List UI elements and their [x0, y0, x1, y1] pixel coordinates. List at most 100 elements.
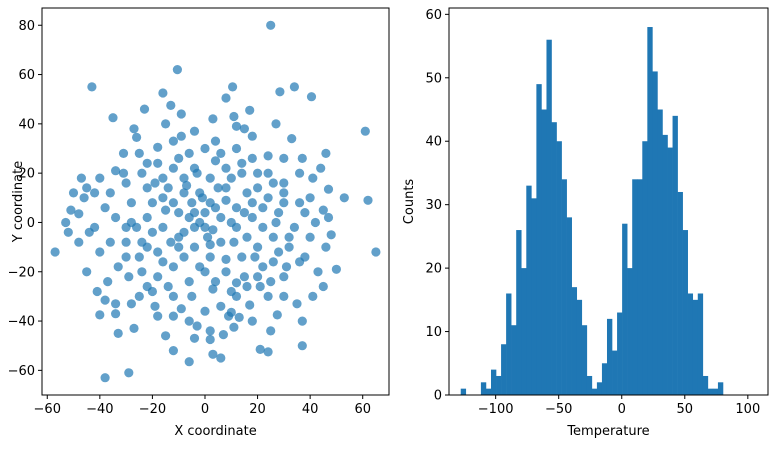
scatter-point [306, 92, 317, 102]
histogram-bar [536, 84, 542, 395]
histogram-y-tick-label: 50 [425, 71, 442, 86]
scatter-point [237, 252, 247, 262]
scatter-point [297, 341, 307, 351]
scatter-point [189, 126, 200, 136]
scatter-point [363, 195, 373, 205]
scatter-point [168, 262, 178, 272]
scatter-point [284, 242, 294, 252]
scatter-point [266, 20, 276, 30]
scatter-y-ticks: −60 −40 −20 0 20 40 60 80 [8, 19, 42, 379]
scatter-point [147, 286, 157, 297]
scatter-point [216, 148, 226, 158]
scatter-point [111, 299, 121, 309]
scatter-point [274, 247, 284, 257]
scatter-point [255, 281, 265, 292]
scatter-point [210, 277, 221, 287]
scatter-point [105, 237, 115, 247]
scatter-point [300, 252, 310, 262]
scatter-point [297, 316, 307, 326]
scatter-point [121, 237, 131, 247]
scatter-point [184, 357, 194, 367]
scatter-x-tick-label: 0 [201, 402, 209, 417]
histogram-x-tick-label: −50 [545, 402, 572, 417]
histogram-bar [501, 344, 507, 395]
scatter-x-tick-label: 60 [354, 402, 371, 417]
scatter-point [226, 286, 236, 297]
scatter-point [142, 212, 152, 223]
scatter-point [271, 119, 281, 129]
scatter-x-tick-label: 40 [302, 402, 319, 417]
scatter-point [255, 344, 265, 354]
scatter-point [95, 310, 105, 320]
histogram-bar [581, 325, 588, 395]
scatter-point [163, 183, 173, 193]
histogram-bar [485, 388, 492, 395]
scatter-point [179, 188, 189, 198]
scatter-point [279, 188, 289, 198]
scatter-y-tick-label: 0 [27, 216, 35, 231]
histogram-bar [586, 375, 593, 395]
histogram-y-axis-label: Counts [402, 179, 417, 225]
scatter-point [134, 252, 144, 262]
scatter-point [168, 346, 178, 356]
scatter-point [224, 311, 234, 321]
scatter-point [168, 163, 178, 173]
scatter-point [150, 178, 160, 188]
scatter-point [158, 88, 168, 98]
scatter-point [221, 267, 231, 277]
scatter-point [147, 198, 157, 208]
scatter-point [66, 205, 76, 215]
scatter-point [266, 277, 276, 287]
scatter-point [231, 203, 242, 213]
scatter-point [129, 323, 139, 333]
histogram-bar [526, 185, 532, 395]
histogram-bar [677, 191, 683, 395]
scatter-point [121, 252, 131, 262]
scatter-point [226, 173, 236, 183]
histogram-y-ticks: 0 10 20 30 40 50 60 [425, 8, 449, 404]
scatter-point [279, 178, 289, 188]
scatter-x-tick-label: 20 [249, 402, 266, 417]
scatter-point [200, 306, 210, 316]
scatter-point [124, 272, 134, 282]
scatter-point [118, 148, 129, 158]
histogram-y-tick-label: 0 [434, 389, 442, 404]
scatter-point [321, 148, 331, 158]
scatter-point [279, 291, 289, 301]
histogram-bar [717, 382, 724, 395]
histogram-bar [672, 115, 678, 395]
scatter-point [226, 217, 236, 228]
scatter-point [174, 153, 184, 163]
scatter-point [108, 113, 118, 123]
scatter-point [221, 183, 231, 193]
scatter-point [239, 208, 249, 218]
scatter-point [200, 208, 210, 218]
histogram-x-tick-label: −100 [478, 402, 514, 417]
scatter-point [50, 247, 60, 257]
histogram-x-axis-label-visible: Temperature [566, 424, 649, 439]
scatter-point [292, 299, 302, 309]
scatter-point [268, 232, 278, 242]
histogram-bar [632, 179, 638, 395]
histogram-bar [657, 109, 663, 395]
scatter-point [179, 173, 189, 183]
scatter-point [79, 193, 89, 203]
scatter-point [258, 222, 268, 232]
scatter-point [205, 326, 215, 336]
scatter-point [87, 82, 97, 92]
histogram-bar [612, 350, 618, 395]
scatter-y-tick-label: −40 [8, 315, 35, 330]
scatter-point [158, 257, 168, 267]
scatter-point [195, 262, 205, 272]
scatter-point [90, 222, 100, 232]
scatter-point [229, 111, 239, 122]
histogram-bar [571, 287, 578, 395]
scatter-point [279, 272, 289, 282]
scatter-point [111, 166, 121, 176]
histogram-bar [707, 388, 714, 395]
scatter-point [210, 156, 221, 166]
scatter-point [263, 168, 273, 178]
scatter-point [295, 168, 305, 178]
scatter-point [111, 212, 121, 223]
